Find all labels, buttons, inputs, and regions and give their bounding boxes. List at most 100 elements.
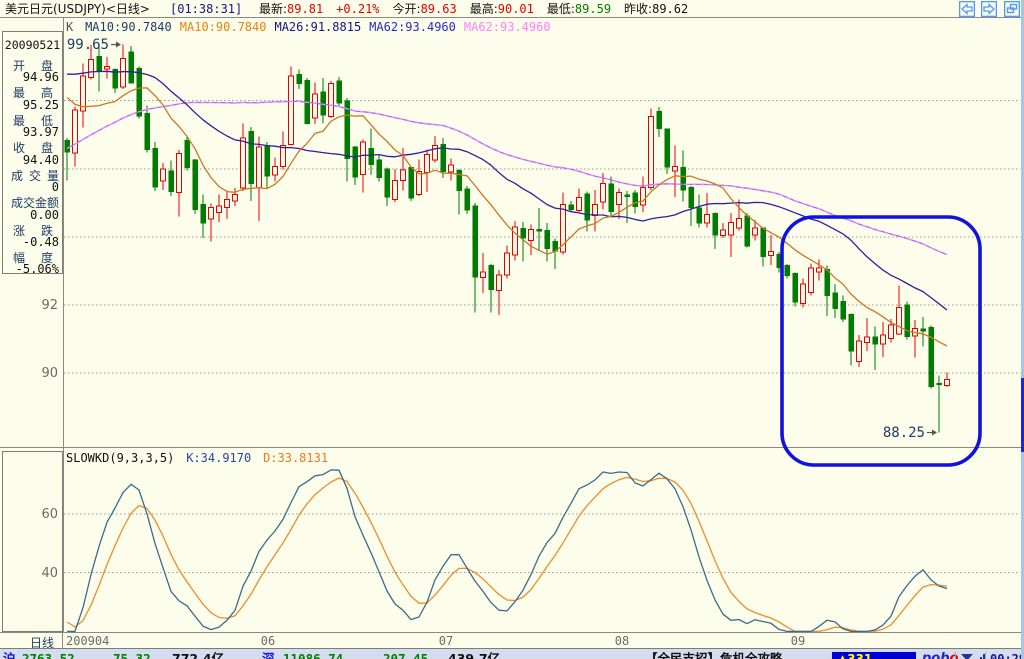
candle-77 [672, 145, 678, 198]
ma62-line [66, 100, 948, 256]
time-axis-tick: 09 [790, 634, 806, 648]
ma-legend-item: MA62:93.4960 [463, 20, 551, 34]
candle-15 [176, 150, 182, 217]
candle-102 [872, 326, 878, 371]
candle-103 [880, 321, 886, 357]
candle-35 [336, 76, 342, 106]
time-axis-tick: 200904 [66, 634, 110, 648]
candle-14 [168, 160, 174, 196]
window-border-segment [1021, 378, 1024, 452]
funnel-icon[interactable] [960, 653, 974, 659]
high-price-annotation: 99.65 [66, 36, 109, 53]
candle-108 [920, 317, 926, 347]
kd-indicator-name: SLOWKD(9,3,3,5) [66, 451, 175, 465]
quote-stats: 最新:89.81 +0.21% 今开:89.63 最高:90.01 最低:89.59 昨收… [259, 2, 701, 16]
quote-row-value: 94.40 [22, 152, 59, 167]
candle-106 [904, 301, 910, 340]
candle-38 [360, 139, 366, 193]
quote-stat: 昨收:89.62 [624, 2, 689, 16]
candle-84 [728, 213, 734, 257]
candle-36 [344, 97, 350, 182]
quote-row-value: 0 [51, 180, 59, 194]
quote-row-label: 成交金额 [11, 196, 60, 210]
shanghai-index: 2763.52 [22, 650, 75, 659]
candle-13 [160, 162, 166, 191]
candle-64 [568, 201, 574, 212]
candle-37 [352, 145, 358, 186]
ma-legend: K MA10:90.7840 MA10:90.7840 MA26:91.8815 MA… [66, 20, 559, 34]
candle-70 [616, 188, 622, 220]
candles-layer [64, 44, 950, 433]
quote-row-label: 开 盘 [13, 58, 56, 73]
kd-axis-label-60: 60 [41, 507, 58, 522]
quote-row-label: 成交量 [11, 168, 66, 183]
candle-93 [800, 278, 806, 308]
candle-29 [288, 66, 294, 146]
candle-4 [88, 45, 94, 80]
quote-stat: 最新:89.81 [259, 2, 324, 16]
candle-1 [64, 138, 70, 181]
cascade-windows-icon[interactable] [1003, 0, 1021, 18]
alert-badge[interactable]: ▲331 [832, 651, 916, 659]
candle-53 [480, 252, 486, 293]
quote-stat: +0.21% [336, 2, 380, 16]
candle-80 [696, 194, 702, 228]
candle-61 [544, 222, 550, 262]
candle-3 [80, 63, 86, 128]
candle-11 [144, 105, 150, 153]
candle-110 [936, 375, 942, 433]
candle-27 [272, 157, 278, 182]
candle-40 [376, 154, 382, 182]
candle-74 [648, 108, 654, 191]
forward-arrow-icon[interactable] [980, 0, 998, 18]
ma62-overlay-line [66, 100, 948, 256]
back-arrow-icon[interactable] [959, 0, 976, 18]
candle-46 [424, 149, 430, 192]
axis-divider [62, 633, 63, 648]
k-series-label: K [66, 20, 74, 34]
candle-62 [552, 238, 558, 270]
quote-row-label: 最 低 [13, 113, 56, 128]
ma26-line [67, 70, 948, 311]
candle-20 [216, 194, 222, 222]
candle-16 [184, 135, 190, 171]
ma-legend-item: MA10:90.7840 [85, 20, 172, 34]
candle-8 [120, 44, 126, 89]
candle-58 [520, 222, 526, 262]
candle-95 [816, 259, 822, 281]
window-right-border [1021, 0, 1024, 659]
kd-axis-label-40: 40 [41, 566, 58, 581]
candle-56 [504, 245, 510, 279]
candle-30 [296, 69, 302, 89]
candle-92 [792, 272, 798, 307]
shenzhen-change: 207.45 [383, 650, 429, 659]
candle-109 [928, 325, 934, 389]
quote-row-value: -5.06% [15, 262, 59, 276]
candle-12 [152, 141, 158, 192]
status-bar: 沪 2763.52 75.32 772.4亿 深 11086.74 207.45… [0, 648, 1024, 659]
candle-33 [320, 78, 326, 124]
time-axis-tick: 07 [438, 634, 454, 648]
candle-69 [608, 176, 614, 216]
news-ticker[interactable]: 【全民支招】危机全攻略 [645, 650, 783, 659]
kd-k-value: K:34.9170 [186, 451, 252, 465]
candle-91 [784, 264, 790, 279]
statusbar-divider [955, 651, 956, 659]
candle-79 [688, 185, 694, 226]
candle-75 [656, 107, 662, 138]
kd-d-value: D:33.8131 [263, 451, 329, 465]
quote-time: [01:38:31] [170, 2, 243, 16]
shenzhen-volume: 439.7亿 [448, 650, 501, 659]
candle-19 [208, 203, 214, 242]
k-line [67, 469, 948, 633]
candle-76 [664, 128, 670, 174]
quote-row-label: 收 盘 [13, 141, 56, 155]
candle-2 [72, 106, 78, 167]
candle-6 [104, 57, 110, 79]
candle-94 [808, 263, 814, 296]
candle-52 [472, 202, 478, 313]
candle-100 [856, 335, 862, 368]
candle-24 [248, 127, 254, 201]
